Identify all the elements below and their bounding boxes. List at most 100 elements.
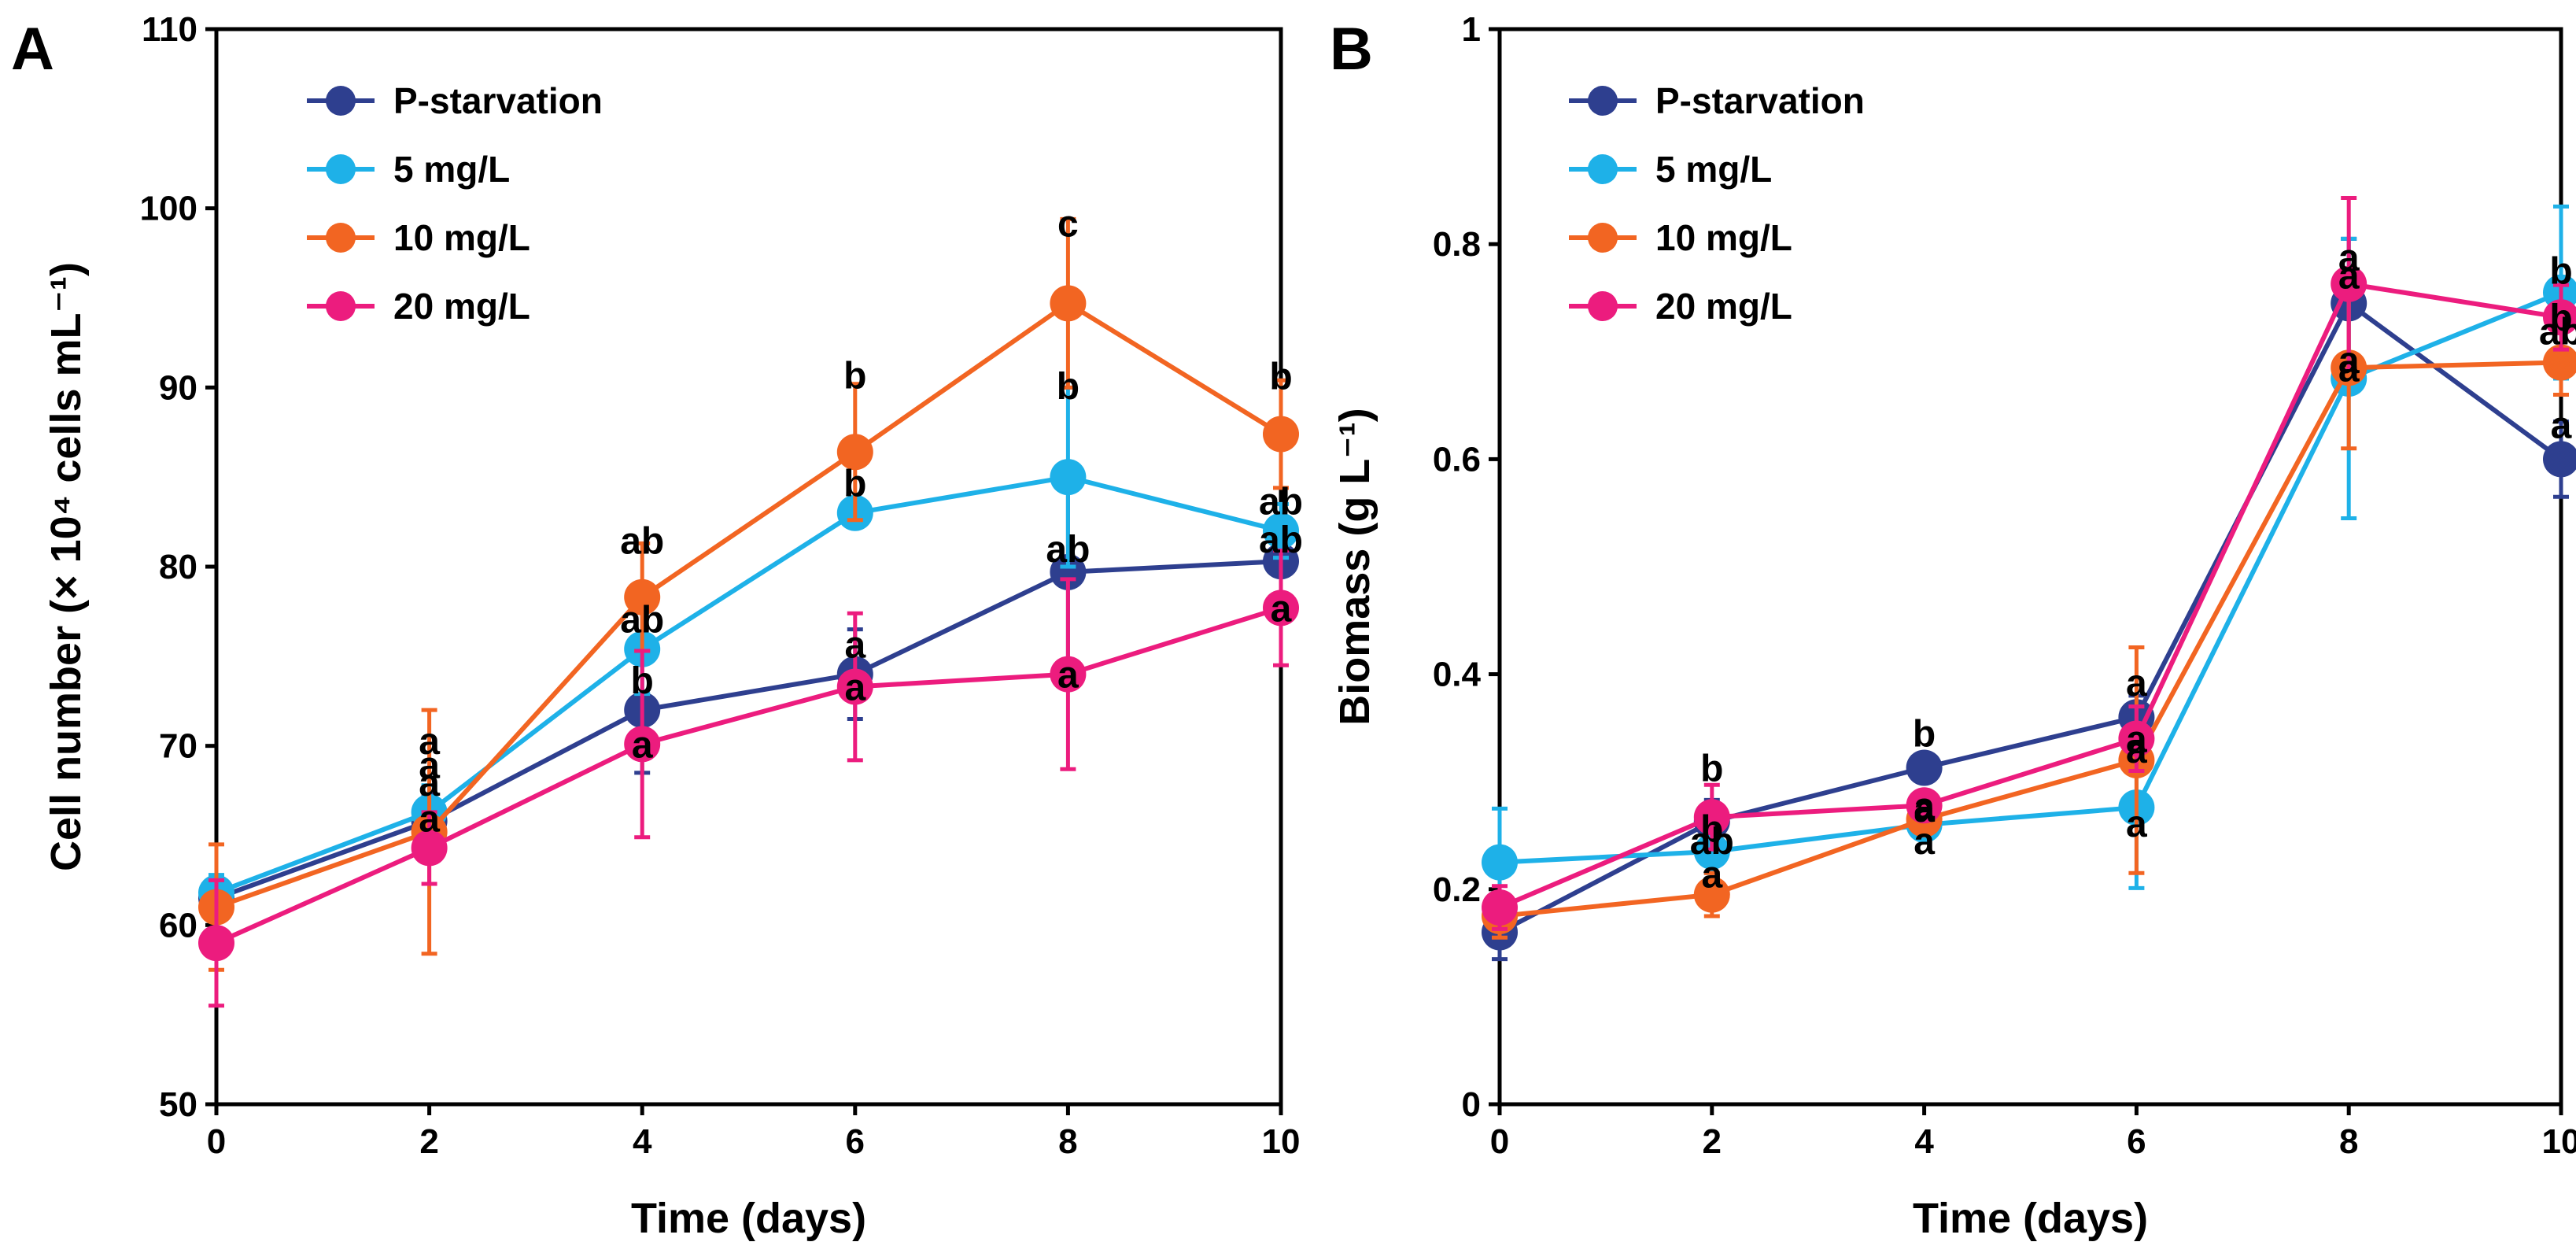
series-10-mg-l [1482, 285, 2576, 940]
significance-label: b [1269, 357, 1292, 398]
data-point [411, 830, 448, 867]
significance-label: a [419, 763, 440, 804]
series-20-mg-l [1482, 195, 2576, 931]
legend-marker [326, 291, 356, 321]
data-point [2331, 265, 2367, 302]
significance-label: a [1914, 789, 1935, 830]
legend-marker [1588, 223, 1618, 253]
y-tick-label: 80 [159, 548, 197, 586]
legend-marker [1588, 291, 1618, 321]
significance-label: b [1700, 748, 1723, 790]
series-line [216, 301, 1282, 910]
x-axis-title: Time (days) [631, 1195, 866, 1242]
data-point [836, 434, 873, 471]
data-point [198, 925, 234, 962]
plot-frame [1497, 27, 2563, 1107]
y-tick-label: 50 [159, 1085, 197, 1124]
x-tick-label: 2 [1703, 1122, 1722, 1161]
significance-label: b [2549, 298, 2572, 339]
significance-label: a [1271, 588, 1292, 630]
data-point [1263, 512, 1299, 549]
legend-label: 10 mg/L [393, 217, 530, 258]
x-tick-label: 4 [633, 1122, 652, 1161]
significance-label: a [632, 724, 653, 766]
x-tick-label: 10 [2542, 1122, 2576, 1161]
series-20-mg-l [198, 549, 1299, 1008]
series-line [1498, 281, 2562, 910]
y-tick-label: 70 [159, 727, 197, 766]
data-point [1050, 285, 1087, 322]
legend: P-starvation 5 mg/L 10 mg/L 20 mg/L [1569, 80, 1865, 327]
data-point [2118, 720, 2155, 757]
y-tick-label: 0.6 [1433, 440, 1481, 479]
legend-label: P-starvation [393, 80, 603, 121]
significance-label: a [2338, 238, 2360, 279]
data-point [1050, 553, 1087, 590]
data-point [624, 578, 661, 615]
x-tick-label: 2 [419, 1122, 438, 1161]
series-line [1499, 290, 2563, 865]
legend-label: 5 mg/L [393, 149, 510, 190]
significance-label: a [419, 721, 440, 763]
data-point [624, 726, 661, 763]
legend: P-starvation 5 mg/L 10 mg/L 20 mg/L [307, 80, 603, 327]
significance-label: a [2126, 730, 2147, 771]
legend-marker [326, 223, 356, 253]
significance-label: ab [620, 600, 664, 641]
y-axis-title: Cell number (× 10⁴ cells mL⁻¹) [42, 262, 90, 871]
significance-label: a [2338, 348, 2360, 390]
legend-marker [1588, 154, 1618, 184]
y-tick-label: 110 [142, 10, 197, 49]
series-line [1498, 301, 2563, 935]
y-tick-label: 60 [159, 906, 197, 944]
significance-label: ab [1259, 481, 1303, 523]
y-tick-label: 0.4 [1433, 656, 1482, 694]
significance-label: ab [620, 521, 664, 563]
significance-label: a [419, 745, 440, 786]
data-point [1693, 799, 1730, 836]
data-point [1482, 844, 1518, 881]
y-tick-label: 0.2 [1433, 870, 1481, 909]
x-tick-label: 0 [1490, 1122, 1509, 1161]
panel-letter: A [11, 16, 54, 83]
data-point [1693, 876, 1730, 913]
x-tick-label: 8 [1058, 1122, 1077, 1161]
significance-label: a [1914, 821, 1935, 863]
series-5-mg-l [1482, 204, 2576, 918]
data-point [1050, 656, 1087, 693]
x-tick-label: 10 [1262, 1122, 1301, 1161]
data-point [1263, 590, 1299, 626]
series-5-mg-l [198, 385, 1299, 913]
significance-label: a [1914, 785, 1935, 827]
significance-label: a [2338, 340, 2360, 382]
y-axis-title: Biomass (g L⁻¹) [1331, 408, 1378, 726]
legend-label: 10 mg/L [1655, 217, 1792, 258]
data-point [1693, 833, 1730, 870]
data-point [1482, 889, 1518, 926]
significance-label: a [844, 667, 865, 709]
x-tick-label: 4 [1914, 1122, 1934, 1161]
plot-frame [214, 27, 1283, 1107]
panel-a: A 50 60 70 80 90 100 110 0 2 4 6 8 10 Time (days) Cell … [11, 10, 1303, 1242]
significance-label: b [843, 464, 866, 505]
x-tick-label: 0 [207, 1122, 226, 1161]
x-tick-label: 8 [2339, 1122, 2358, 1161]
y-tick-label: 90 [159, 368, 197, 407]
y-tick-label: 1 [1462, 10, 1481, 49]
significance-label: a [2126, 663, 2147, 704]
data-point [836, 668, 873, 705]
x-tick-label: 6 [2127, 1122, 2146, 1161]
legend-marker [1588, 86, 1618, 116]
significance-label: b [1057, 366, 1079, 408]
significance-label: b [631, 660, 654, 702]
significance-label: ab [2539, 311, 2576, 353]
data-point [1906, 787, 1943, 824]
significance-label: a [419, 798, 440, 840]
data-point [1050, 459, 1087, 496]
significance-label: a [1701, 855, 1722, 896]
significance-label: a [2126, 719, 2147, 761]
x-tick-label: 6 [846, 1122, 865, 1161]
y-tick-label: 0 [1462, 1085, 1481, 1124]
legend-marker [326, 86, 356, 116]
